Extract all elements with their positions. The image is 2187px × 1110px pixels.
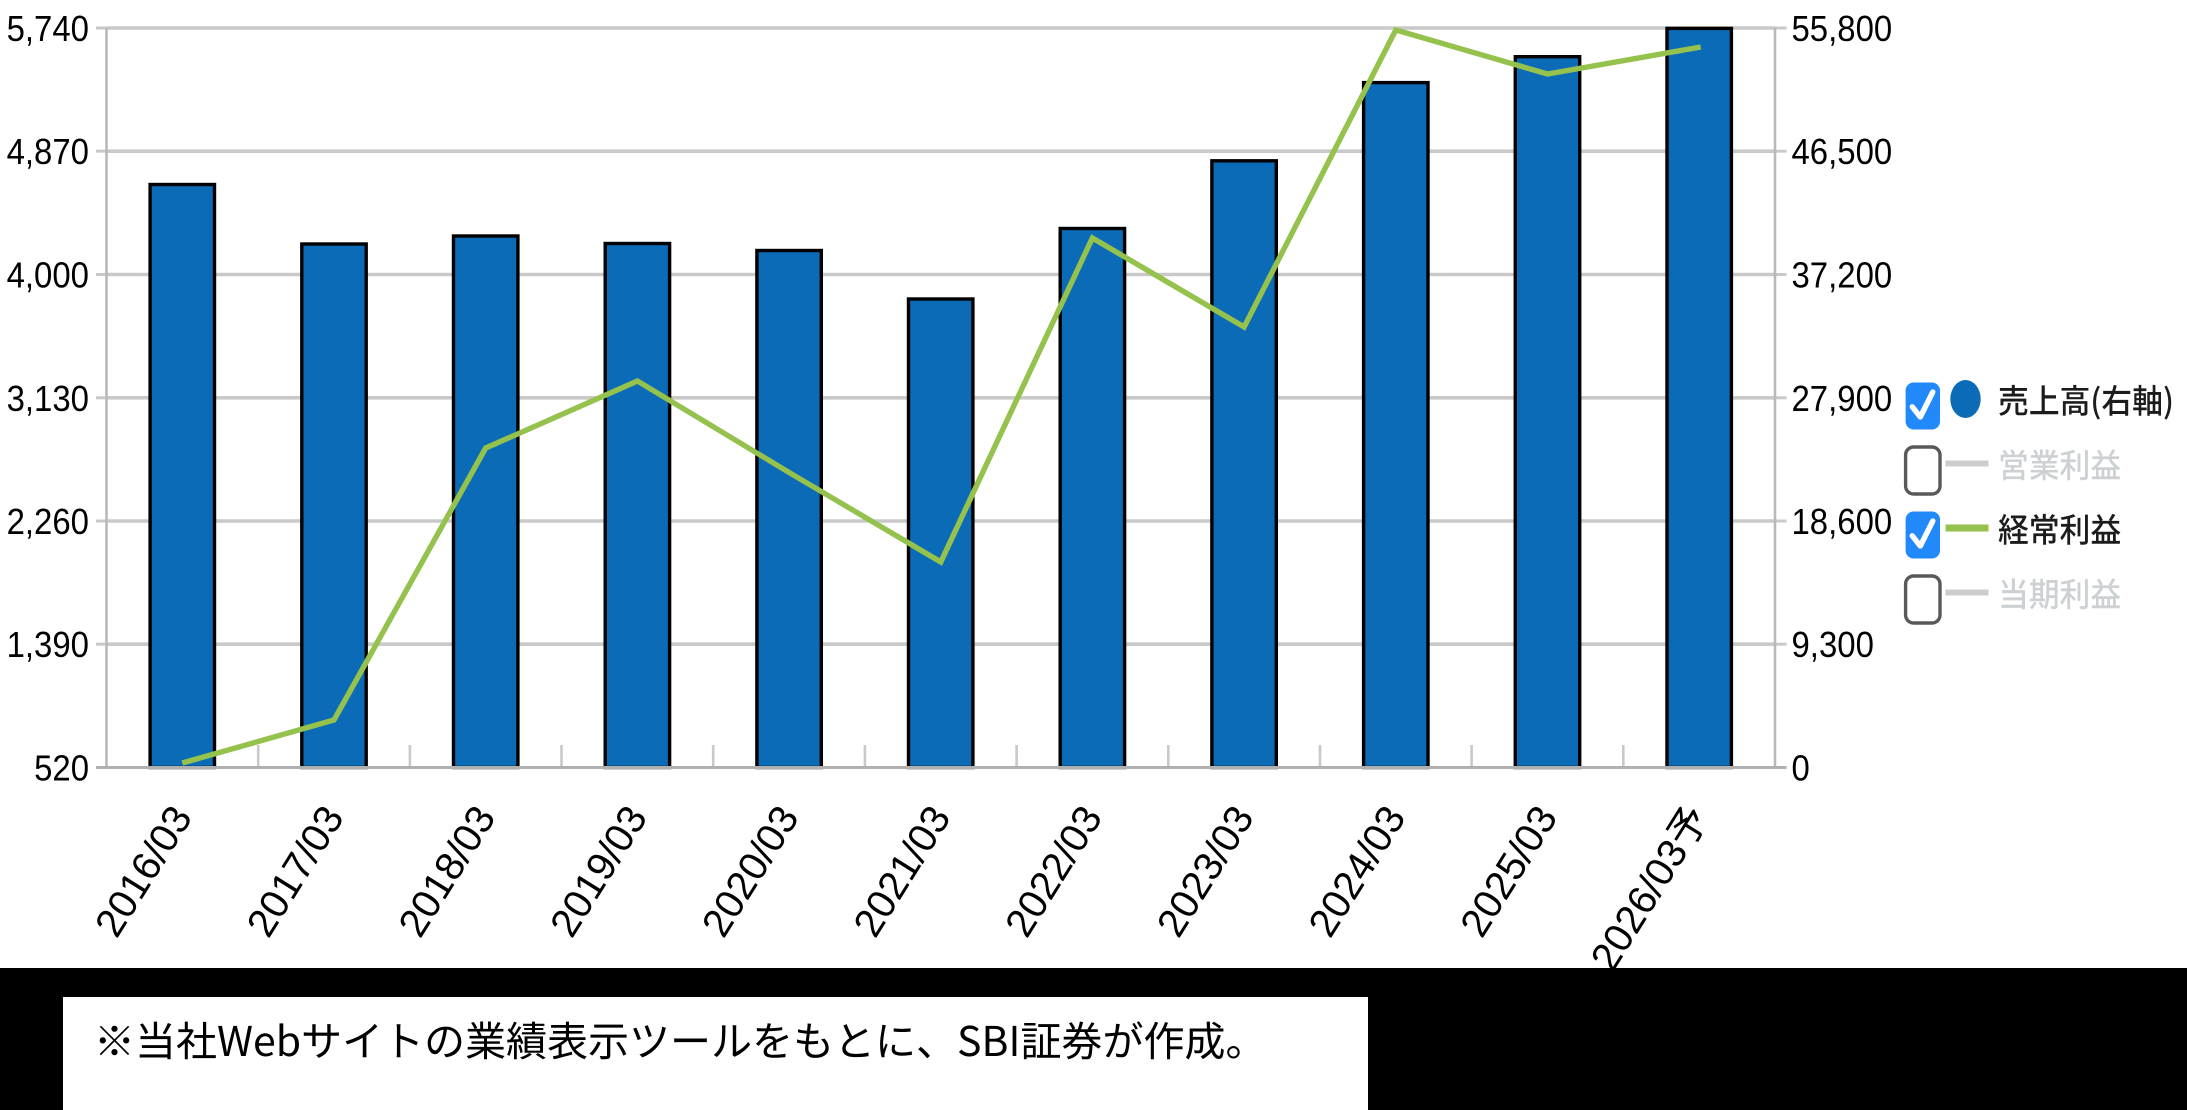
svg-text:37,200: 37,200 bbox=[1792, 255, 1893, 296]
svg-text:46,500: 46,500 bbox=[1792, 131, 1893, 172]
svg-text:1,390: 1,390 bbox=[7, 624, 89, 665]
svg-text:3,130: 3,130 bbox=[7, 378, 89, 419]
svg-text:18,600: 18,600 bbox=[1792, 501, 1893, 542]
svg-text:4,000: 4,000 bbox=[7, 255, 89, 296]
svg-text:4,870: 4,870 bbox=[7, 131, 89, 172]
svg-text:9,300: 9,300 bbox=[1792, 624, 1874, 665]
svg-text:520: 520 bbox=[34, 748, 89, 789]
svg-text:55,800: 55,800 bbox=[1792, 8, 1893, 49]
svg-text:2,260: 2,260 bbox=[7, 501, 89, 542]
svg-text:5,740: 5,740 bbox=[7, 8, 89, 49]
svg-text:27,900: 27,900 bbox=[1792, 378, 1893, 419]
svg-text:0: 0 bbox=[1792, 748, 1810, 789]
